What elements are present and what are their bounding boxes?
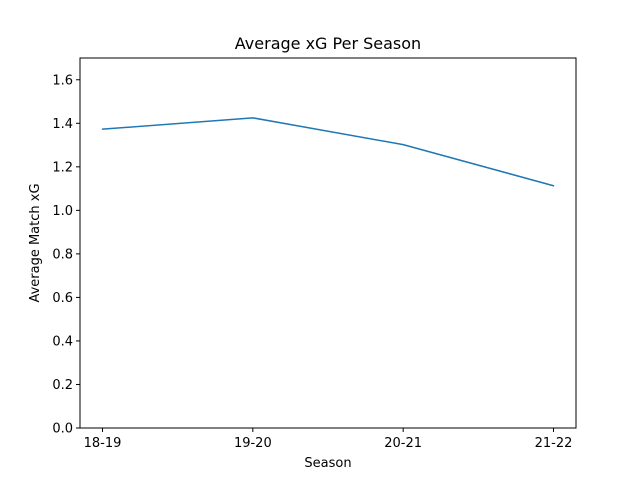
x-tick-label: 21-22 [535,436,573,451]
series-layer [101,117,555,187]
series-line [101,117,555,187]
y-tick-label: 1.6 [52,73,73,88]
x-axis-ticks: 18-19 19-20 20-21 21-22 [84,428,573,451]
y-tick-label: 1.4 [52,117,73,132]
x-axis-label: Season [304,456,351,471]
chart-title: Average xG Per Season [235,34,421,53]
y-tick-label: 1.0 [52,204,73,219]
x-tick-label: 19-20 [234,436,272,451]
x-tick-label: 18-19 [84,436,122,451]
plot-area [80,58,576,428]
y-tick-label: 0.6 [52,291,73,306]
x-tick-label: 20-21 [384,436,422,451]
y-tick-label: 1.2 [52,160,73,175]
y-tick-label: 0.4 [52,334,73,349]
y-tick-label: 0.0 [52,422,73,437]
y-axis-ticks: 0.0 0.2 0.4 0.6 0.8 1.0 1.2 1.4 1.6 [52,73,80,437]
y-tick-label: 0.2 [52,378,73,393]
plot-frame [79,57,577,429]
y-axis-label: Average Match xG [28,183,43,302]
y-tick-label: 0.8 [52,247,73,262]
